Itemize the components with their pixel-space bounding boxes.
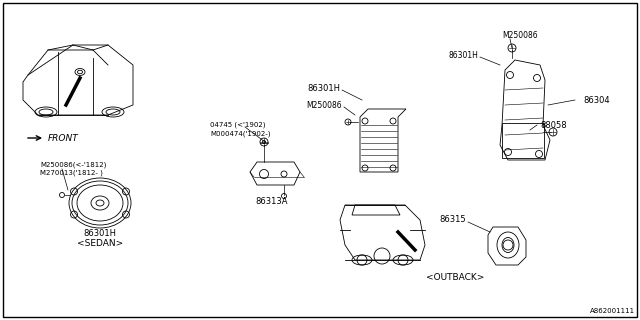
Text: <SEDAN>: <SEDAN> — [77, 238, 123, 247]
Text: 86301H: 86301H — [83, 228, 116, 237]
Text: 86313A: 86313A — [256, 197, 288, 206]
Text: 04745 (<'1902): 04745 (<'1902) — [210, 122, 266, 128]
Text: M250086: M250086 — [307, 100, 342, 109]
Text: M000474('1902-): M000474('1902-) — [210, 131, 271, 137]
Text: 86315: 86315 — [440, 215, 466, 225]
Text: 86301H: 86301H — [307, 84, 340, 92]
Text: 88058: 88058 — [540, 121, 566, 130]
Text: M250086(<-'1812): M250086(<-'1812) — [40, 162, 106, 168]
Text: M250086: M250086 — [502, 30, 538, 39]
Text: A862001111: A862001111 — [590, 308, 635, 314]
Text: FRONT: FRONT — [48, 133, 79, 142]
Text: <OUTBACK>: <OUTBACK> — [426, 274, 484, 283]
Text: M270013('1812- ): M270013('1812- ) — [40, 170, 103, 176]
Text: 86304: 86304 — [584, 95, 610, 105]
Bar — [502, 123, 544, 158]
Text: 86301H: 86301H — [448, 51, 478, 60]
